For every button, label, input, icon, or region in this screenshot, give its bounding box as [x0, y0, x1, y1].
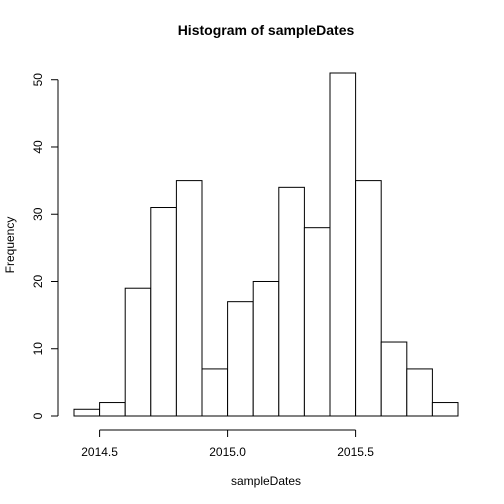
- x-tick-label: 2015.0: [209, 445, 246, 459]
- x-axis: 2014.5 2015.0 2015.5: [81, 429, 374, 459]
- histogram-bar: [99, 402, 126, 417]
- histogram-bar: [150, 207, 177, 417]
- histogram-bar: [252, 280, 280, 417]
- histogram-bar: [329, 72, 357, 417]
- histogram-bar: [406, 368, 433, 417]
- x-tick-label: 2015.5: [337, 445, 374, 459]
- x-axis-label: sampleDates: [231, 474, 301, 488]
- histogram-bar: [355, 180, 382, 417]
- histogram-bar: [175, 180, 203, 417]
- histogram-bar: [431, 402, 459, 417]
- y-axis: 0 10 20 30 40 50: [31, 73, 59, 419]
- y-tick-label: 50: [31, 73, 45, 87]
- y-axis-label: Frequency: [3, 217, 17, 274]
- y-tick-label: 0: [31, 412, 45, 419]
- histogram-bar: [278, 186, 305, 417]
- y-tick-label: 30: [31, 207, 45, 221]
- x-tick-label: 2014.5: [81, 445, 118, 459]
- histogram-bar: [227, 301, 254, 417]
- y-tick-label: 40: [31, 140, 45, 154]
- histogram-bar: [201, 368, 229, 417]
- y-tick-label: 20: [31, 274, 45, 288]
- histogram-bar: [380, 341, 408, 417]
- bars-group: [73, 72, 459, 417]
- y-tick-label: 10: [31, 342, 45, 356]
- chart-title: Histogram of sampleDates: [178, 22, 355, 38]
- histogram-bar: [303, 227, 331, 417]
- histogram-bar: [124, 287, 152, 417]
- histogram-bar: [73, 408, 101, 417]
